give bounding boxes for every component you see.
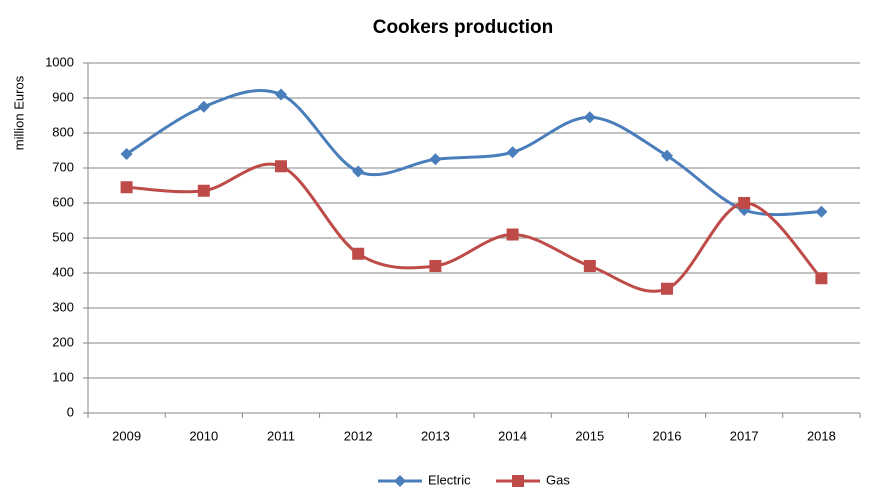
data-point [583,111,596,124]
x-tick-label: 2012 [344,428,373,443]
data-point [352,247,365,260]
y-tick-label: 400 [52,264,74,279]
legend-label: Gas [546,472,570,487]
data-point [197,184,210,197]
data-point [738,197,751,209]
data-point [815,205,828,218]
x-tick-label: 2015 [575,428,604,443]
data-point [815,272,828,285]
data-point [429,153,442,166]
legend-marker [512,475,524,487]
x-tick-label: 2014 [498,428,527,443]
data-point [352,165,365,178]
series-line [126,162,823,293]
data-point [506,228,519,241]
y-tick-label: 800 [52,124,74,139]
x-tick-label: 2011 [267,428,295,443]
x-tick-label: 2013 [421,428,450,443]
data-point [275,88,287,101]
chart-title: Cookers production [373,17,554,38]
y-tick-label: 500 [52,229,74,244]
data-point [506,146,519,159]
y-tick-label: 1000 [45,54,74,69]
x-tick-label: 2018 [807,428,836,443]
y-tick-label: 900 [52,89,74,104]
y-tick-label: 0 [67,404,74,419]
data-point [583,260,596,272]
x-tick-label: 2016 [653,428,682,443]
data-point [661,282,673,295]
y-axis-label: million Euros [11,75,26,150]
data-point [429,260,442,272]
data-point [120,181,133,194]
legend-label: Electric [428,472,471,487]
data-point [120,148,133,160]
y-tick-label: 100 [52,369,74,384]
legend-marker [394,475,406,487]
y-tick-label: 300 [52,299,74,314]
data-point [275,160,287,173]
y-tick-label: 600 [52,194,74,209]
data-point [197,100,210,113]
series-line [125,89,822,217]
data-point [661,149,673,162]
x-tick-label: 2010 [189,428,218,443]
x-tick-label: 2009 [112,428,141,443]
y-tick-label: 200 [52,334,74,349]
y-tick-label: 700 [52,159,74,174]
x-tick-label: 2017 [730,428,759,443]
